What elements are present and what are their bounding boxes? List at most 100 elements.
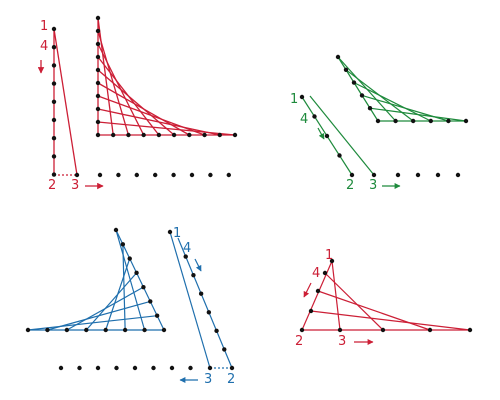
small-dot [427, 327, 433, 333]
red-dot [95, 67, 101, 73]
blue-dot [141, 284, 146, 290]
red-dot [95, 132, 101, 138]
red-dots [51, 15, 238, 178]
green-dot [463, 118, 469, 124]
red-dot [232, 132, 238, 138]
red-dot [95, 106, 101, 112]
green-string [369, 107, 467, 122]
small-dot [299, 327, 305, 333]
green-arrow-down [317, 127, 325, 140]
blue-dot [207, 365, 213, 371]
blue-dot [132, 365, 138, 371]
green-dot [371, 172, 377, 178]
blue-unwrapped-lines [169, 231, 233, 383]
blue-dot [151, 365, 156, 371]
red-string [97, 108, 220, 136]
red-unwrapped-lines [37, 28, 104, 190]
red-dot [189, 172, 195, 178]
green-dots [299, 54, 469, 178]
red-dot [51, 154, 57, 159]
red-dot [95, 28, 101, 34]
blue-dot [191, 272, 196, 278]
red-dot [111, 132, 116, 138]
blue-arrow-down [194, 258, 202, 272]
red-dot [171, 172, 176, 178]
red-string [97, 95, 205, 136]
red-dot [134, 172, 139, 178]
blue-dot [122, 327, 128, 333]
blue-string [27, 315, 158, 331]
small-red-panel: 1 4 2 3 [295, 248, 473, 349]
green-label-3: 3 [369, 178, 377, 193]
green-dot [359, 93, 365, 98]
red-dot [95, 119, 101, 125]
red-dot [95, 93, 101, 99]
small-arrow-down [303, 282, 312, 298]
red-panel: 1 4 2 3 [37, 15, 238, 193]
red-slant-line [53, 28, 78, 176]
green-arm-a [337, 56, 379, 122]
blue-dot [161, 327, 167, 333]
green-dot [312, 114, 317, 119]
red-dot [153, 172, 158, 178]
green-panel: 1 4 2 3 [290, 54, 469, 193]
small-dot [380, 327, 386, 333]
blue-dot [148, 299, 153, 304]
red-dot [51, 136, 57, 141]
small-dot [322, 270, 328, 276]
blue-label-1: 1 [173, 226, 181, 241]
red-dot [51, 81, 57, 86]
red-dot [116, 172, 121, 178]
red-dot [74, 172, 80, 178]
red-string-fan [97, 17, 236, 136]
small-label-2: 2 [295, 334, 303, 349]
red-dot [95, 15, 101, 21]
blue-dot [167, 229, 173, 235]
blue-arm-a [115, 229, 165, 331]
red-dot [51, 45, 57, 50]
red-string [97, 82, 190, 136]
green-dot [335, 54, 341, 60]
red-dot [51, 63, 57, 68]
green-dot [299, 94, 305, 100]
red-string [97, 69, 175, 136]
blue-dot [188, 365, 193, 371]
blue-dot [95, 365, 101, 371]
blue-dot [84, 327, 89, 333]
small-dot [467, 327, 473, 333]
green-dot [343, 67, 349, 73]
red-dot [187, 132, 192, 138]
green-dot [446, 118, 451, 124]
red-string [97, 121, 236, 136]
red-label-3: 3 [71, 178, 79, 193]
blue-string-fan [27, 229, 165, 331]
small-dot [315, 288, 321, 294]
small-red-dots [299, 258, 473, 333]
small-dot [329, 258, 335, 264]
green-label-4: 4 [300, 112, 308, 127]
blue-dot [64, 327, 70, 333]
blue-dot [114, 365, 119, 371]
green-dot [393, 118, 398, 124]
green-line-b [309, 95, 375, 176]
blue-label-3: 3 [204, 372, 212, 387]
green-dot [415, 172, 421, 178]
small-label-3: 3 [338, 334, 346, 349]
red-label-4: 4 [40, 39, 48, 54]
blue-dot [113, 227, 119, 233]
green-dot [324, 133, 330, 139]
green-dot [411, 118, 416, 124]
blue-dot [206, 310, 212, 315]
blue-dot [45, 327, 50, 333]
green-label-1: 1 [290, 92, 298, 107]
green-dot [428, 118, 433, 124]
blue-dot [142, 327, 147, 333]
green-dot [337, 153, 342, 158]
red-dot [51, 26, 57, 32]
blue-dot [77, 365, 82, 371]
green-dot [455, 172, 461, 178]
blue-string [47, 300, 151, 331]
red-dot [156, 132, 162, 138]
blue-dot [222, 347, 227, 352]
